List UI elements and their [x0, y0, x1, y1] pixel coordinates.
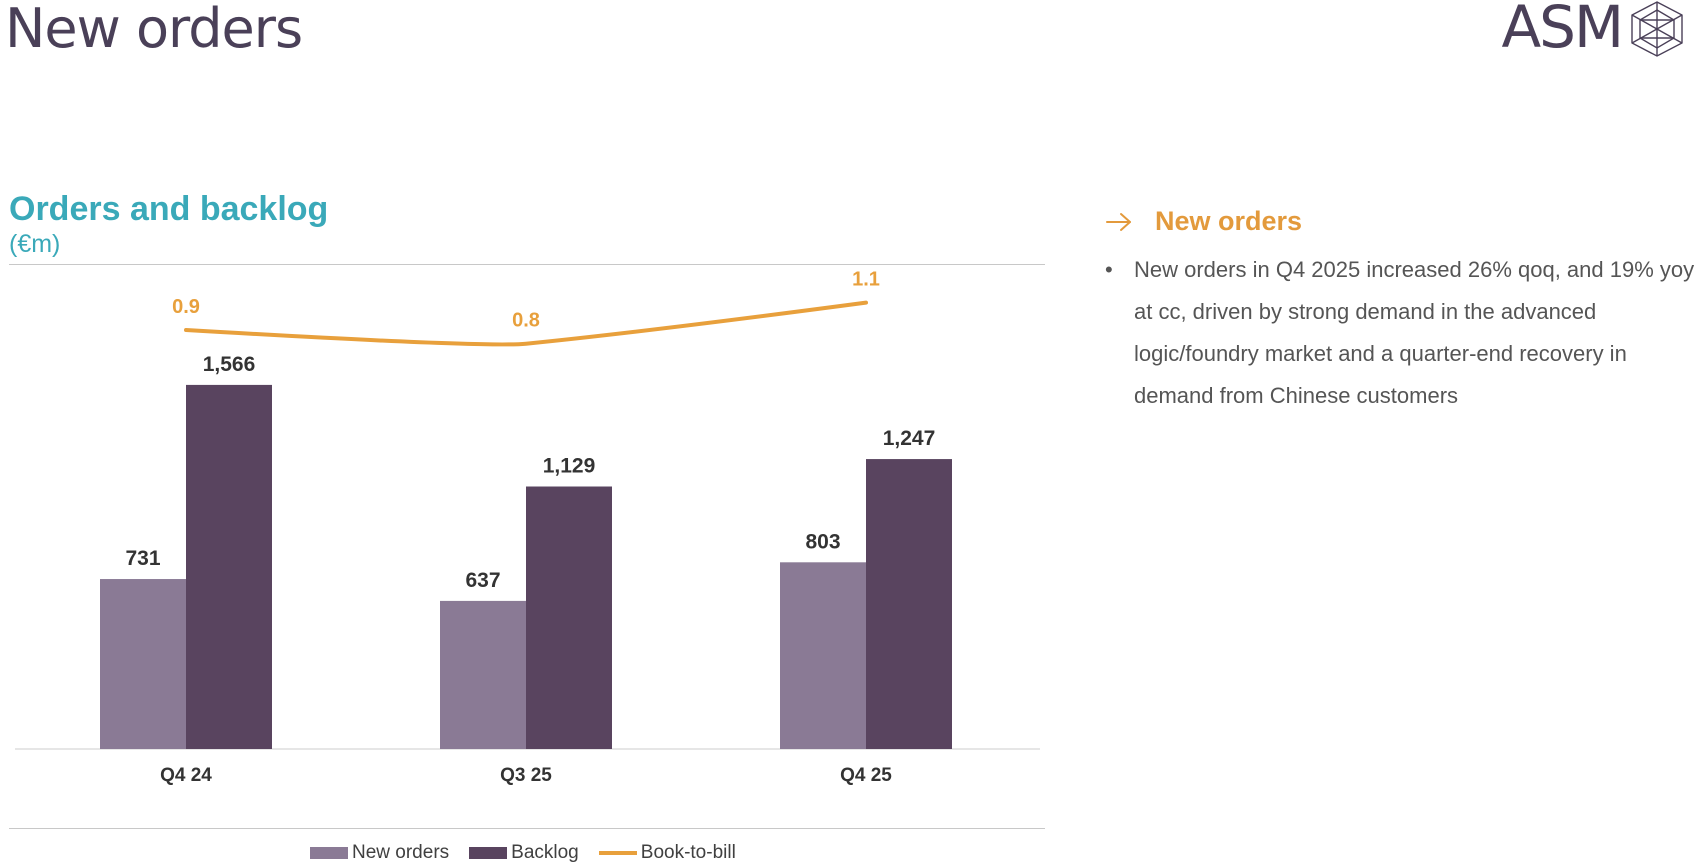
x-tick-label-q3-25: Q3 25 [500, 765, 552, 786]
commentary-bullet: • New orders in Q4 2025 increased 26% qo… [1105, 249, 1695, 417]
data-label-new-orders-q4-25: 803 [805, 530, 840, 553]
chart-unit: (€m) [9, 230, 61, 258]
bar-new-orders-q4-25 [780, 562, 866, 749]
orders-backlog-chart: 731 637 803 1,566 1,129 1,247 Q4 24 Q3 25 Q4 25 0… [15, 269, 1040, 786]
legend-swatch-book-to-bill [598, 851, 637, 855]
bar-backlog-q4-24 [186, 384, 272, 749]
data-label-book-to-bill-q4-25: 1.1 [852, 269, 880, 291]
commentary-bullets: • New orders in Q4 2025 increased 26% qo… [1105, 249, 1695, 417]
data-label-backlog-q4-24: 1,566 [203, 353, 256, 376]
bar-new-orders-q3-25 [440, 600, 526, 749]
bar-backlog-q4-25 [866, 459, 952, 749]
page-title: New orders [5, 0, 303, 60]
bar-new-orders-q4-24 [100, 579, 186, 749]
x-tick-label-q4-25: Q4 25 [840, 765, 892, 786]
data-label-new-orders-q3-25: 637 [465, 569, 500, 592]
data-label-new-orders-q4-24: 731 [125, 547, 160, 570]
legend-swatch-backlog [469, 847, 508, 859]
bar-backlog-q3-25 [526, 486, 612, 749]
bullet-dot-icon: • [1105, 257, 1113, 282]
legend-swatch-new-orders [310, 847, 348, 859]
data-label-book-to-bill-q3-25: 0.8 [512, 310, 540, 332]
x-tick-label-q4-24: Q4 24 [160, 765, 212, 786]
chart-title: Orders and backlog [9, 190, 329, 228]
commentary-header: New orders [1105, 206, 1695, 237]
arrow-right-icon [1106, 212, 1131, 231]
legend-label-new-orders: New orders [352, 842, 450, 863]
chart-top-rule [9, 264, 1045, 265]
commentary-bullet-text: New orders in Q4 2025 increased 26% qoq,… [1134, 257, 1695, 408]
legend-item-book-to-bill: Book-to-bill [598, 842, 736, 864]
logo-text: ASM [1501, 0, 1624, 61]
legend-item-backlog: Backlog [469, 842, 579, 864]
legend-label-backlog: Backlog [511, 842, 579, 863]
commentary-panel: New orders • New orders in Q4 2025 incre… [1105, 206, 1695, 417]
data-label-book-to-bill-q4-24: 0.9 [172, 296, 200, 318]
commentary-title: New orders [1155, 206, 1303, 236]
legend-item-new-orders: New orders [310, 842, 449, 864]
data-label-backlog-q3-25: 1,129 [543, 455, 596, 478]
data-label-backlog-q4-25: 1,247 [883, 427, 936, 450]
legend-label-book-to-bill: Book-to-bill [640, 842, 736, 863]
chart-legend: New orders Backlog Book-to-bill [310, 842, 736, 864]
chart-bottom-rule [9, 828, 1045, 829]
crystal-logo-icon [1631, 1, 1683, 57]
